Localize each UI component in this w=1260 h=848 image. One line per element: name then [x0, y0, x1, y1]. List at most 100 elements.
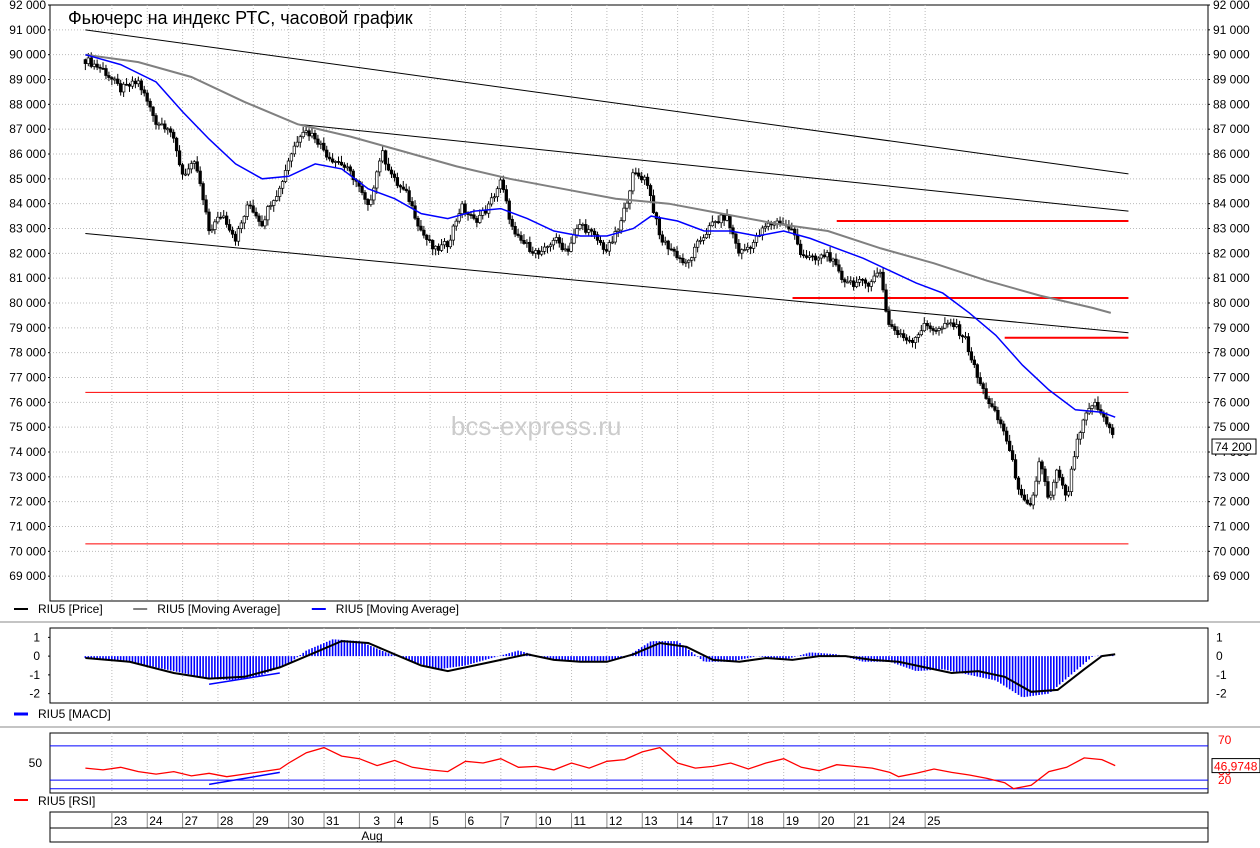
y-tick-label-left: 79 000	[9, 321, 46, 335]
candlestick	[916, 332, 921, 343]
candle-body	[407, 190, 411, 202]
candle-body	[236, 228, 241, 242]
candle-body	[1049, 494, 1053, 498]
candle-body	[89, 57, 93, 67]
candle-body	[422, 229, 426, 236]
candle-body	[569, 242, 573, 252]
last-price-label: 74 200	[1215, 440, 1252, 454]
candlestick	[996, 406, 1000, 424]
macd-panel: 1 1 0 0 -1 -1 -2 -2 RIU5 [MACD]	[0, 627, 1260, 728]
candle-body	[510, 218, 514, 227]
candlestick	[890, 319, 894, 329]
candle-body	[204, 199, 208, 213]
candle-body	[280, 181, 285, 189]
candle-body	[507, 200, 511, 220]
macd-divergence-line	[208, 672, 280, 686]
candle-body	[654, 212, 659, 220]
last-price-box	[1211, 438, 1257, 455]
candlestick	[701, 234, 706, 245]
candle-body	[675, 250, 679, 259]
x-month-band	[49, 827, 1209, 843]
candle-body	[701, 237, 706, 241]
candle-body	[1010, 450, 1015, 460]
candlestick	[854, 276, 859, 289]
candle-body	[828, 252, 832, 262]
candle-body	[519, 235, 523, 241]
x-month-label: Aug	[361, 829, 382, 843]
candle-body	[210, 229, 214, 232]
candlestick	[404, 183, 408, 193]
candle-body	[251, 205, 255, 213]
candle-body	[1022, 494, 1027, 501]
candlestick	[710, 215, 714, 227]
candlestick	[1043, 466, 1047, 487]
candle-body	[142, 89, 146, 94]
candle-body	[657, 218, 662, 236]
candle-body	[1078, 432, 1082, 440]
candlestick	[1066, 486, 1071, 498]
candlestick	[407, 186, 411, 205]
candlestick	[372, 185, 376, 205]
candlestick	[928, 322, 932, 333]
candle-body	[628, 190, 632, 204]
candle-body	[816, 257, 820, 261]
candle-body	[1111, 427, 1115, 435]
candlestick	[528, 236, 532, 254]
candlestick	[993, 400, 997, 413]
candle-body	[734, 233, 738, 244]
candlestick	[389, 166, 394, 179]
candle-body	[339, 161, 344, 166]
candlestick	[257, 213, 261, 227]
y-tick-label-left: 90 000	[9, 48, 46, 62]
candle-body	[381, 150, 385, 162]
candle-body	[219, 216, 223, 219]
candle-body	[525, 241, 529, 244]
candlestick	[139, 78, 143, 96]
rsi-plot-area	[49, 732, 1209, 794]
candlestick	[392, 170, 397, 182]
candlestick	[681, 253, 685, 266]
candlestick	[1081, 418, 1085, 439]
x-tick-label: 28	[220, 814, 234, 828]
candlestick	[984, 382, 988, 400]
candle-body	[1090, 405, 1094, 409]
candle-body	[790, 228, 794, 231]
candlestick	[1046, 476, 1050, 500]
candle-body	[645, 176, 650, 186]
candlestick	[201, 181, 205, 206]
candlestick	[410, 197, 414, 209]
y-tick-label-right: 72 000	[1213, 495, 1250, 509]
candlestick	[919, 324, 923, 337]
candle-body	[960, 335, 965, 338]
candle-body	[457, 213, 461, 222]
candlestick	[227, 219, 232, 233]
candle-body	[969, 351, 974, 361]
candlestick	[1084, 411, 1088, 426]
candle-body	[537, 250, 541, 255]
candlestick	[142, 85, 146, 97]
candle-body	[501, 179, 506, 190]
candle-body	[793, 228, 797, 236]
x-tick-label: 7	[503, 814, 510, 828]
candle-body	[539, 251, 544, 255]
candlestick	[957, 320, 962, 340]
x-tick-label: 21	[856, 814, 870, 828]
y-tick-label-left: 92 000	[9, 0, 46, 12]
y-tick-label-right: 79 000	[1213, 321, 1250, 335]
candle-body	[207, 211, 211, 232]
candle-body	[310, 132, 314, 137]
candle-body	[804, 255, 809, 258]
candle-body	[987, 398, 991, 405]
candle-body	[843, 279, 847, 283]
candle-body	[672, 248, 676, 252]
candlestick	[339, 155, 344, 166]
rsi-line	[85, 746, 1116, 790]
candlestick	[422, 225, 426, 239]
candle-body	[195, 161, 199, 172]
candle-body	[684, 261, 688, 264]
candlestick	[292, 141, 297, 157]
candlestick	[492, 193, 497, 202]
candle-body	[690, 257, 694, 261]
y-tick-label-left: 85 000	[9, 172, 46, 186]
candle-body	[121, 83, 126, 93]
